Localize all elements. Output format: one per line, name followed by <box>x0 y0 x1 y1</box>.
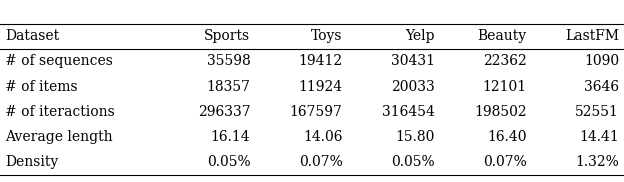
Text: 1090: 1090 <box>584 54 619 68</box>
Text: Yelp: Yelp <box>405 29 435 43</box>
Text: 30431: 30431 <box>391 54 435 68</box>
Text: LastFM: LastFM <box>565 29 619 43</box>
Text: 1.32%: 1.32% <box>575 155 619 169</box>
Text: 16.40: 16.40 <box>487 130 527 144</box>
Text: # of items: # of items <box>5 80 77 94</box>
Text: 0.07%: 0.07% <box>483 155 527 169</box>
Text: 18357: 18357 <box>207 80 250 94</box>
Text: 11924: 11924 <box>298 80 343 94</box>
Text: Dataset: Dataset <box>5 29 59 43</box>
Text: 15.80: 15.80 <box>395 130 435 144</box>
Text: Average length: Average length <box>5 130 112 144</box>
Text: 12101: 12101 <box>483 80 527 94</box>
Text: 296337: 296337 <box>198 105 250 119</box>
Text: Sports: Sports <box>204 29 250 43</box>
Text: 52551: 52551 <box>575 105 619 119</box>
Text: 19412: 19412 <box>298 54 343 68</box>
Text: 20033: 20033 <box>391 80 435 94</box>
Text: 0.05%: 0.05% <box>391 155 435 169</box>
Text: 35598: 35598 <box>207 54 250 68</box>
Text: 22362: 22362 <box>483 54 527 68</box>
Text: # of iteractions: # of iteractions <box>5 105 115 119</box>
Text: Toys: Toys <box>311 29 343 43</box>
Text: Beauty: Beauty <box>478 29 527 43</box>
Text: # of sequences: # of sequences <box>5 54 113 68</box>
Text: 198502: 198502 <box>474 105 527 119</box>
Text: 14.06: 14.06 <box>303 130 343 144</box>
Text: 16.14: 16.14 <box>211 130 250 144</box>
Text: 0.05%: 0.05% <box>207 155 250 169</box>
Text: Density: Density <box>5 155 58 169</box>
Text: 0.07%: 0.07% <box>299 155 343 169</box>
Text: 167597: 167597 <box>290 105 343 119</box>
Text: 3646: 3646 <box>584 80 619 94</box>
Text: 14.41: 14.41 <box>579 130 619 144</box>
Text: 316454: 316454 <box>382 105 435 119</box>
